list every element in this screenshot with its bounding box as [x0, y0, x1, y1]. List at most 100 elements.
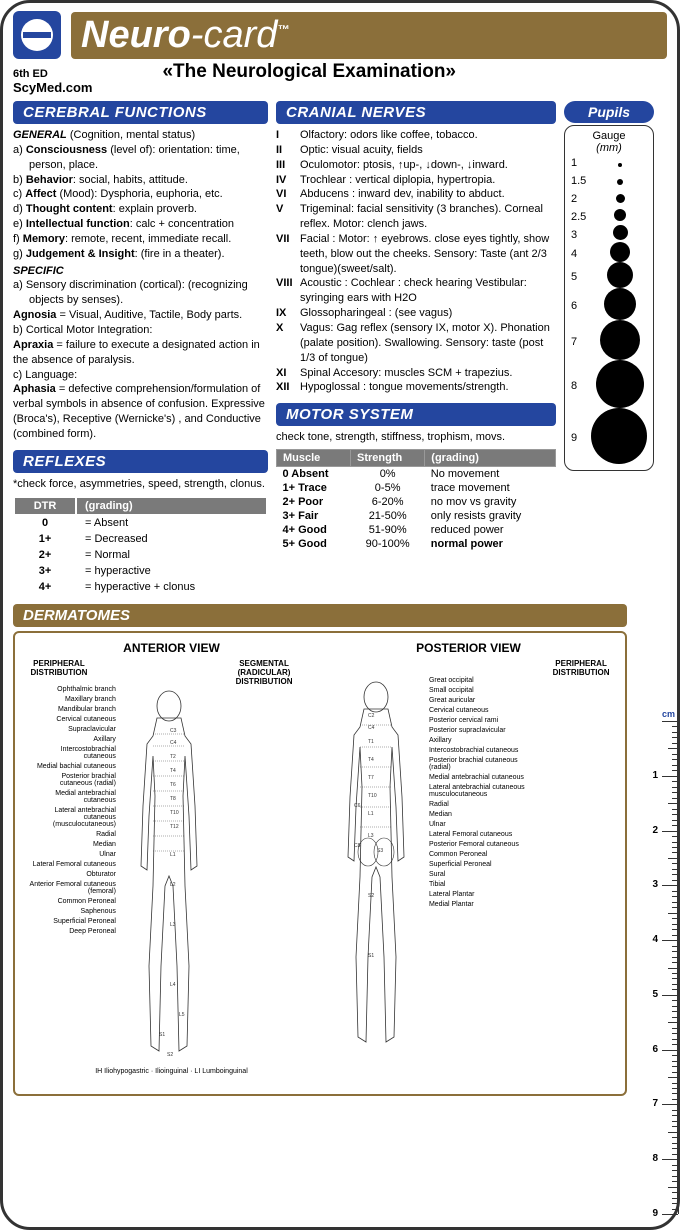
pupil-row: 6: [567, 290, 651, 322]
nerve-label: Ulnar: [429, 821, 526, 828]
pupil-row: 9: [567, 410, 651, 466]
ruler-number: 8: [652, 1153, 658, 1164]
motor-row: 3+ Fair21-50%only resists gravity: [277, 509, 556, 523]
ant-bottom-note: IH Iliohypogastric · Ilioinguinal · LI L…: [29, 1068, 314, 1075]
svg-text:T4: T4: [368, 757, 374, 763]
svg-text:T4: T4: [170, 768, 176, 774]
pupil-row: 2.5: [567, 208, 651, 226]
cerebral-item: f) Memory: remote, recent, immediate rec…: [13, 232, 268, 247]
svg-text:L3: L3: [170, 922, 176, 928]
nerve-label: Ulnar: [29, 851, 116, 858]
dtr-row: 1+= Decreased: [15, 532, 266, 546]
pupil-box: Gauge (mm) 11.522.53456789: [564, 125, 654, 471]
nerve-label: Radial: [29, 831, 116, 838]
nerve-label: Common Peroneal: [429, 851, 526, 858]
nerve-label: Median: [29, 841, 116, 848]
ruler-number: 1: [652, 770, 658, 781]
svg-text:T10: T10: [368, 793, 377, 799]
pupils-unit: (mm): [567, 142, 651, 154]
pupil-row: 7: [567, 322, 651, 362]
nerve-label: Medial antebrachial cutaneous: [429, 774, 526, 781]
svg-text:T1: T1: [368, 739, 374, 745]
svg-text:L1: L1: [368, 811, 374, 817]
cerebral-body: GENERAL (Cognition, mental status) a) Co…: [13, 128, 268, 442]
svg-text:L4: L4: [170, 982, 176, 988]
cranial-row: VIAbducens : inward dev, inability to ab…: [276, 187, 556, 202]
apraxia-b: Apraxia: [13, 339, 53, 351]
dtr-row: 0= Absent: [15, 516, 266, 530]
cerebral-item: b) Behavior: social, habits, attitude.: [13, 173, 268, 188]
cerebral-item: a) Consciousness (level of): orientation…: [13, 143, 268, 173]
posterior-title: POSTERIOR VIEW: [326, 641, 611, 655]
anterior-view: ANTERIOR VIEW PERIPHERAL DISTRIBUTION SE…: [29, 641, 314, 1075]
col-left: CEREBRAL FUNCTIONS GENERAL (Cognition, m…: [13, 101, 268, 596]
dtr-row: 4+= hyperactive + clonus: [15, 580, 266, 594]
general-label: GENERAL: [13, 129, 67, 141]
nerve-label: Obturator: [29, 871, 116, 878]
ruler-number: 5: [652, 989, 658, 1000]
dtr-row: 3+= hyperactive: [15, 564, 266, 578]
dermatomes-header: DERMATOMES: [13, 604, 627, 627]
nerve-label: Medial Plantar: [429, 901, 526, 908]
nerve-label: Posterior cervical rami: [429, 717, 526, 724]
motor-row: 0 Absent0%No movement: [277, 467, 556, 482]
svg-text:C4: C4: [368, 725, 375, 731]
nerve-label: Posterior brachial cutaneous (radial): [29, 773, 116, 787]
dtr-table: DTR(grading) 0= Absent1+= Decreased2+= N…: [13, 496, 268, 596]
cranial-row: IIIOculomotor: ptosis, ↑up-, ↓down-, ↓in…: [276, 158, 556, 173]
dermatomes-section: DERMATOMES ANTERIOR VIEW PERIPHERAL DIST…: [13, 604, 667, 1096]
subtitle: «The Neurological Examination»: [162, 61, 456, 83]
pupil-row: 8: [567, 362, 651, 410]
nerve-label: Posterior brachial cutaneous (radial): [429, 757, 526, 771]
svg-text:S2: S2: [368, 893, 374, 899]
aphasia-b: Aphasia: [13, 383, 56, 395]
svg-text:T2: T2: [170, 754, 176, 760]
cranial-row: XVagus: Gag reflex (sensory IX, motor X)…: [276, 321, 556, 366]
nerve-label: Common Peroneal: [29, 898, 116, 905]
svg-text:S1: S1: [368, 953, 374, 959]
anterior-body-icon: C3C4T2T4T6T8T10T12L1L2L3L4L5S1S2: [119, 686, 219, 1066]
cranial-row: VIIFacial : Motor: ↑ eyebrows. close eye…: [276, 232, 556, 277]
motor-note: check tone, strength, stiffness, trophis…: [276, 430, 556, 445]
cranial-row: XIIHypoglossal : tongue movements/streng…: [276, 380, 556, 395]
dtr-row: 2+= Normal: [15, 548, 266, 562]
nerve-label: Small occipital: [429, 687, 526, 694]
nerve-label: Superficial Peroneal: [29, 918, 116, 925]
svg-text:S2: S2: [167, 1052, 173, 1058]
nerve-label: Mandibular branch: [29, 706, 116, 713]
pupils-header: Pupils: [564, 101, 654, 123]
nerve-label: Cervical cutaneous: [29, 716, 116, 723]
pupil-row: 1: [567, 154, 651, 172]
svg-text:L5: L5: [179, 1012, 185, 1018]
svg-text:T7: T7: [368, 775, 374, 781]
cranial-row: IXGlossopharingeal : (see vagus): [276, 306, 556, 321]
nerve-label: Maxillary branch: [29, 696, 116, 703]
nerve-label: Anterior Femoral cutaneous (femoral): [29, 881, 116, 895]
title-bar: Neuro-card™: [71, 12, 667, 59]
dermatomes-box: ANTERIOR VIEW PERIPHERAL DISTRIBUTION SE…: [13, 631, 627, 1096]
posterior-view: POSTERIOR VIEW PERIPHERAL DISTRIBUTION: [326, 641, 611, 1075]
nerve-label: Deep Peroneal: [29, 928, 116, 935]
svg-text:T6: T6: [170, 782, 176, 788]
svg-text:L1: L1: [170, 852, 176, 858]
nerve-label: Medial antebrachial cutaneous: [29, 790, 116, 804]
cranial-row: VTrigeminal: facial sensitivity (3 branc…: [276, 202, 556, 232]
nerve-label: Lateral antebrachial cutaneous musculocu…: [429, 784, 526, 798]
svg-text:L2: L2: [170, 882, 176, 888]
motor-col-1: Strength: [351, 450, 425, 467]
ruler-number: 3: [652, 879, 658, 890]
nerve-label: Cervical cutaneous: [429, 707, 526, 714]
subtitle-row: 6th ED ScyMed.com «The Neurological Exam…: [13, 61, 667, 95]
nerve-label: Median: [429, 811, 526, 818]
nerve-label: Posterior supraclavicular: [429, 727, 526, 734]
svg-text:S1: S1: [159, 1032, 165, 1038]
cranial-row: VIIIAcoustic : Cochlear : check hearing …: [276, 276, 556, 306]
general-note: (Cognition, mental status): [70, 129, 195, 141]
cranial-row: IIOptic: visual acuity, fields: [276, 143, 556, 158]
ruler-number: 4: [652, 934, 658, 945]
svg-text:C8: C8: [354, 843, 361, 849]
col-mid: CRANIAL NERVES IOlfactory: odors like co…: [276, 101, 556, 596]
motor-row: 4+ Good51-90%reduced power: [277, 523, 556, 537]
cerebral-item: e) Intellectual function: calc + concent…: [13, 217, 268, 232]
nerve-label: Lateral Femoral cutaneous: [29, 861, 116, 868]
